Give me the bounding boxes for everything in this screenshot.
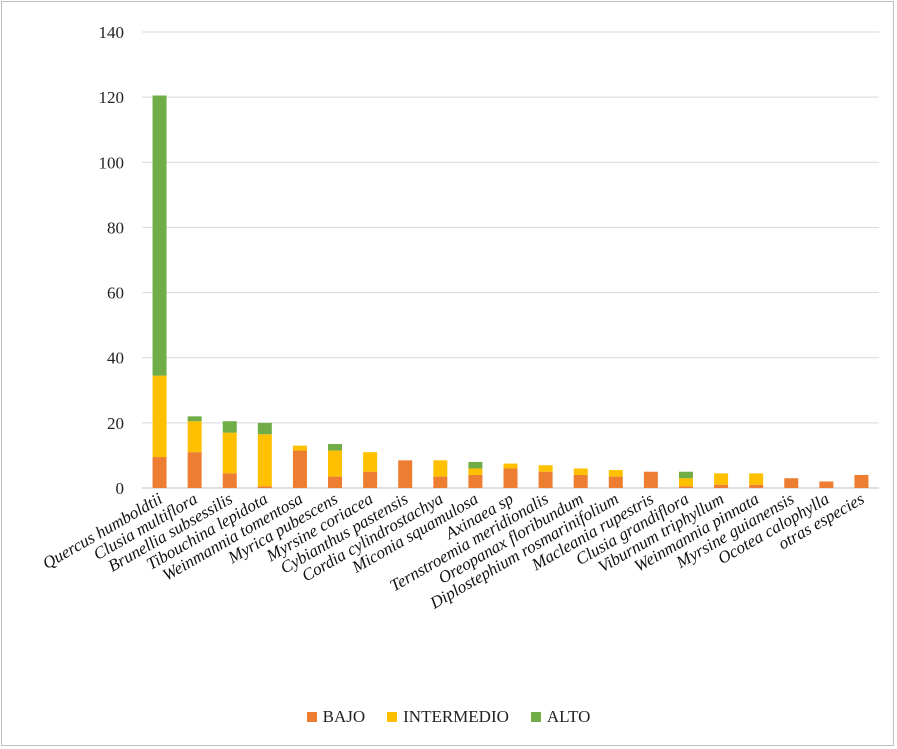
y-axis-tick-labels: 0 20 40 60 80 100 120 140 (99, 23, 125, 498)
bar-segment-intermedio (573, 468, 588, 475)
bar-segment-intermedio (503, 463, 518, 469)
legend-swatch-bajo (306, 712, 317, 722)
bar-segment-alto (468, 461, 483, 469)
y-tick-label: 80 (107, 218, 124, 237)
bar-segment-intermedio (257, 434, 272, 487)
bar-segment-bajo (328, 476, 343, 488)
bar-segment-intermedio (678, 478, 693, 487)
bar-segment-bajo (398, 460, 413, 488)
bar-segment-intermedio (468, 468, 483, 475)
bar-segment-bajo (538, 471, 553, 488)
y-tick-label: 140 (99, 23, 125, 42)
legend-swatch-alto (530, 712, 541, 722)
bar-segment-intermedio (187, 421, 202, 453)
y-tick-label: 60 (107, 284, 124, 303)
bar-segment-intermedio (538, 465, 553, 472)
legend-item-alto: ALTO (530, 707, 591, 727)
legend-label-intermedio: INTERMEDIO (403, 707, 509, 726)
bar-segment-bajo (784, 478, 799, 488)
bar-segment-bajo (608, 476, 623, 488)
bar-segment-bajo (187, 452, 202, 488)
legend-item-intermedio: INTERMEDIO (387, 707, 509, 727)
bar-segment-intermedio (433, 460, 448, 477)
bar-segment-intermedio (608, 470, 623, 477)
bar-segment-intermedio (749, 473, 764, 485)
bar-segment-alto (152, 95, 167, 376)
bar-segment-intermedio (328, 450, 343, 477)
bar-segment-intermedio (222, 432, 237, 474)
bar-segment-bajo (503, 468, 518, 488)
bar-segment-bajo (678, 486, 693, 488)
bar-segment-alto (257, 422, 272, 435)
bar-segment-alto (222, 421, 237, 433)
y-tick-label: 100 (99, 153, 125, 172)
legend-item-bajo: BAJO (306, 707, 366, 727)
gridlines (142, 31, 879, 489)
bar-segment-intermedio (714, 473, 729, 485)
bar-segment-bajo (573, 474, 588, 488)
bar-segment-bajo (222, 473, 237, 488)
legend-label-bajo: BAJO (322, 707, 366, 726)
bar-segment-bajo (854, 474, 869, 488)
bars (152, 95, 869, 488)
bar-segment-alto (678, 471, 693, 479)
bar-segment-alto (328, 444, 343, 451)
bar-segment-bajo (749, 484, 764, 488)
bar-segment-bajo (468, 474, 483, 488)
y-tick-label: 120 (99, 88, 125, 107)
bar-segment-bajo (257, 486, 272, 488)
bar-segment-bajo (152, 457, 167, 488)
bar-segment-bajo (363, 471, 378, 488)
y-tick-label: 0 (116, 479, 125, 498)
y-tick-label: 20 (107, 414, 124, 433)
bar-segment-alto (187, 416, 202, 422)
bar-segment-intermedio (363, 452, 378, 472)
legend-label-alto: ALTO (546, 707, 591, 726)
bar-segment-bajo (433, 476, 448, 488)
y-tick-label: 40 (107, 349, 124, 368)
bar-segment-bajo (643, 471, 658, 488)
legend-swatch-intermedio (387, 712, 398, 722)
legend: BAJO INTERMEDIO ALTO (2, 707, 895, 727)
bar-segment-intermedio (152, 375, 167, 458)
bar-segment-bajo (292, 450, 307, 488)
bar-segment-intermedio (292, 445, 307, 451)
bar-segment-bajo (714, 484, 729, 488)
bar-segment-bajo (819, 481, 834, 488)
